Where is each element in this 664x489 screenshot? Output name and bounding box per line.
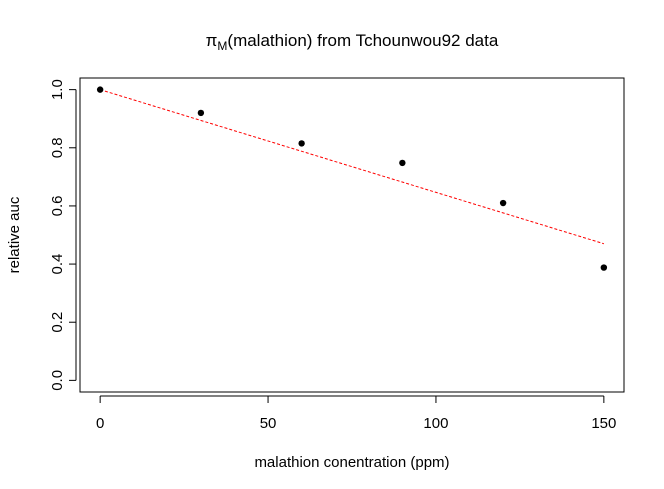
series-layer	[96, 86, 608, 271]
x-axis: 0 50 100 150	[96, 395, 616, 432]
y-tick-label: 0.8	[49, 137, 66, 158]
x-tick-label: 100	[423, 415, 448, 432]
x-tick-label: 0	[96, 415, 104, 432]
y-tick-label: 1.0	[49, 79, 66, 100]
x-axis-label: malathion conentration (ppm)	[254, 454, 449, 471]
chart-title-symbol: π	[206, 31, 218, 50]
data-point	[499, 199, 507, 207]
fit-line	[100, 89, 604, 245]
y-tick-label: 0.6	[49, 195, 66, 216]
y-axis-label: relative auc	[6, 196, 23, 273]
data-point	[96, 86, 104, 93]
y-tick-label: 0.4	[49, 254, 66, 275]
chart-title-subscript: M	[217, 39, 227, 53]
chart-title-text: (malathion) from Tchounwou92 data	[227, 31, 498, 50]
chart-title: πM(malathion) from Tchounwou92 data	[206, 31, 499, 53]
data-point	[399, 159, 406, 167]
data-point	[600, 264, 608, 271]
plot-frame	[79, 77, 625, 393]
y-axis: 0.0 0.2 0.4 0.6 0.8 1.0	[49, 79, 77, 391]
data-point	[298, 140, 305, 147]
data-point	[197, 109, 205, 117]
x-tick-label: 150	[591, 415, 616, 432]
y-tick-label: 0.2	[49, 312, 66, 333]
y-tick-label: 0.0	[49, 370, 66, 391]
x-tick-label: 50	[260, 415, 277, 432]
